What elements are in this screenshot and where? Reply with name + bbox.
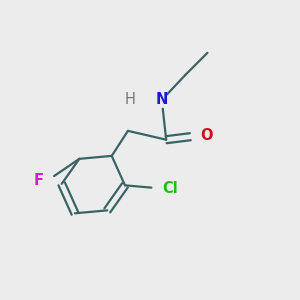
Text: N: N (156, 92, 168, 107)
Text: Cl: Cl (162, 181, 178, 196)
Text: O: O (201, 128, 213, 143)
Text: F: F (34, 173, 44, 188)
Text: H: H (124, 92, 135, 107)
